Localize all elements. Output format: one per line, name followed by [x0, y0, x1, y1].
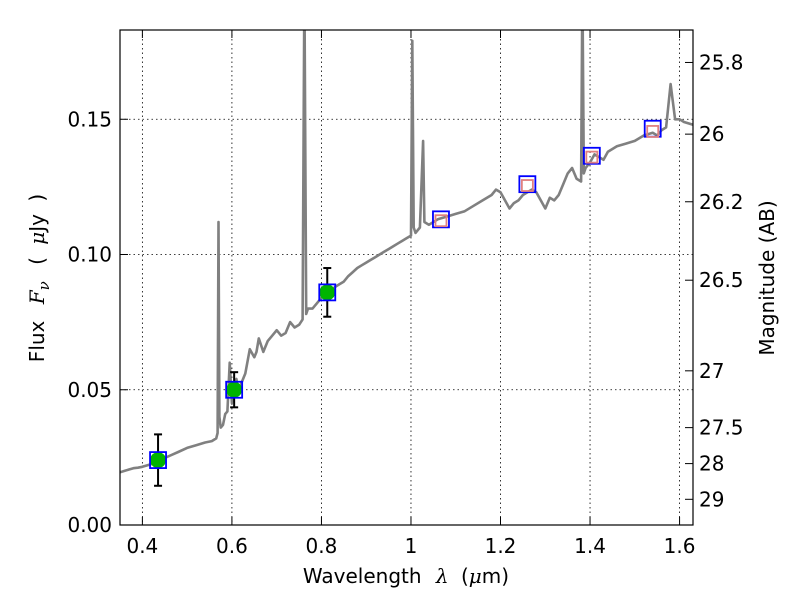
right-tick-label: 26.2: [699, 190, 744, 214]
model-square: [432, 210, 450, 229]
y-axis-label-var: F: [25, 289, 49, 305]
x-tick-label: 1.2: [485, 534, 517, 558]
y-tick-label: 0.10: [67, 243, 112, 267]
plot-frame: [119, 29, 694, 526]
x-tick-label: 1.6: [664, 534, 696, 558]
y-axis-label-prefix: Flux: [25, 320, 49, 362]
right-tick-label: 27.5: [699, 416, 744, 440]
photometry-point: [150, 452, 167, 469]
right-tick-label: 26: [699, 122, 724, 146]
right-tick-label: 29: [699, 487, 724, 511]
x-axis-label-unit-m: m: [482, 564, 501, 588]
model-square: [646, 125, 660, 138]
x-tick-label: 1.4: [574, 534, 606, 558]
right-tick-label: 26.5: [699, 268, 744, 292]
x-axis-label-prefix: Wavelength: [303, 564, 422, 588]
x-axis-label-open: (: [461, 564, 469, 588]
axis-ticks: 0.4 0.6 0.8 1 1.2 1.4 1.6 0.00 0.05 0.10 0.15 25.8 2…: [67, 30, 744, 558]
model-square: [225, 380, 244, 399]
x-tick-label: 0.4: [126, 534, 158, 558]
y-tick-label: 0.15: [67, 107, 112, 131]
y-axis-label-sub: ν: [35, 281, 53, 290]
y-axis-label-unit-jy: Jy: [25, 214, 49, 234]
spectrum-line: [120, 30, 693, 474]
model-square: [434, 214, 448, 228]
model-square: [585, 150, 599, 164]
marker-layer: [149, 119, 662, 487]
right-axis-label: Magnitude (AB): [755, 200, 779, 355]
model-square: [518, 175, 537, 194]
model-square: [520, 179, 534, 192]
spectrum-layer: [120, 30, 693, 474]
x-tick-label: 1: [405, 534, 418, 558]
grid-lines: [120, 30, 693, 526]
y-axis-label-open: (: [25, 257, 49, 265]
model-square: [582, 146, 601, 165]
x-axis-label: Wavelength λ (μm): [303, 564, 509, 588]
y-tick-label: 0.05: [67, 378, 112, 402]
y-axis-label-unit-mu: μ: [25, 232, 49, 245]
x-axis-label-close: ): [501, 564, 509, 588]
x-tick-label: 0.8: [306, 534, 338, 558]
x-axis-label-unit-mu: μ: [469, 564, 482, 588]
model-square: [318, 283, 337, 302]
x-axis-label-var: λ: [435, 564, 449, 588]
right-tick-label: 28: [699, 452, 724, 476]
model-square: [149, 451, 167, 469]
right-tick-label: 25.8: [699, 50, 744, 74]
x-tick-label: 0.6: [216, 534, 248, 558]
y-axis-label: Flux Fν ( μJy ): [25, 194, 54, 362]
right-tick-label: 27: [699, 359, 724, 383]
y-tick-label: 0.00: [67, 513, 112, 537]
photometry-point: [319, 284, 336, 301]
y-axis-label-close: ): [25, 194, 49, 202]
photometry-point: [226, 381, 243, 398]
